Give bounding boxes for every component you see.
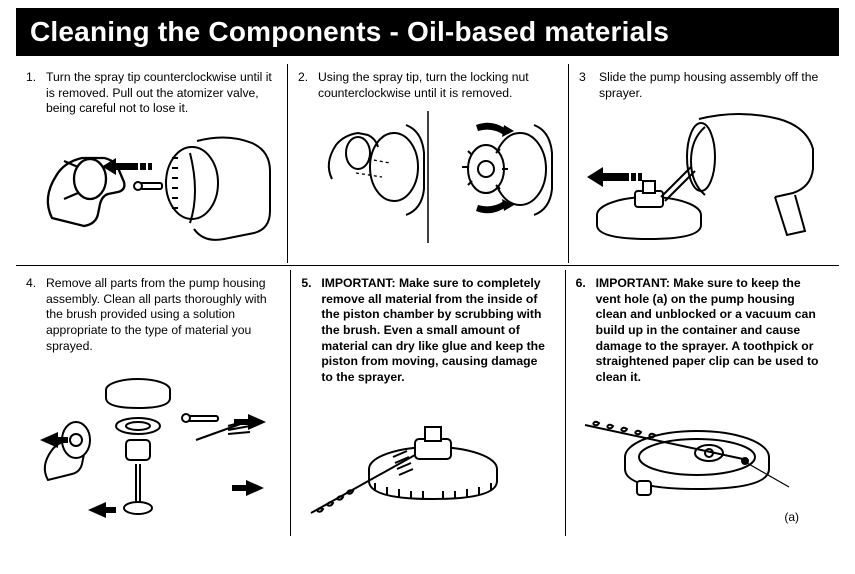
step-number: 4. <box>26 276 46 354</box>
step-body: Remove all parts from the pump housing a… <box>46 276 276 354</box>
step-1-cell: 1. Turn the spray tip counterclockwise u… <box>16 64 287 263</box>
step-3-illustration <box>579 107 829 257</box>
step-2-illustration <box>298 107 558 247</box>
step-4-illustration <box>26 360 280 530</box>
step-body: Slide the pump housing assembly off the … <box>599 70 829 101</box>
step-2-cell: 2. Using the spray tip, turn the locking… <box>287 64 568 263</box>
step-1-illustration <box>26 123 277 253</box>
step-number: 1. <box>26 70 46 117</box>
row-divider <box>16 265 839 266</box>
step-6-cell: 6. IMPORTANT: Make sure to keep the vent… <box>565 270 839 536</box>
step-body: Turn the spray tip counterclockwise unti… <box>46 70 276 117</box>
step-number: 5. <box>301 276 321 385</box>
step-4-cell: 4. Remove all parts from the pump housin… <box>16 270 290 536</box>
step-number: 3 <box>579 70 599 101</box>
step-3-cell: 3 Slide the pump housing assembly off th… <box>568 64 839 263</box>
callout-a-label: (a) <box>784 510 799 524</box>
step-6-text: 6. IMPORTANT: Make sure to keep the vent… <box>576 276 826 385</box>
step-3-text: 3 Slide the pump housing assembly off th… <box>579 70 829 101</box>
step-number: 2. <box>298 70 318 101</box>
step-5-text: 5. IMPORTANT: Make sure to completely re… <box>301 276 551 385</box>
step-5-illustration <box>301 391 554 521</box>
page-title: Cleaning the Components - Oil-based mate… <box>16 8 839 56</box>
step-body: Using the spray tip, turn the locking nu… <box>318 70 548 101</box>
step-body: IMPORTANT: Make sure to completely remov… <box>321 276 551 385</box>
step-5-cell: 5. IMPORTANT: Make sure to completely re… <box>290 270 564 536</box>
step-4-text: 4. Remove all parts from the pump housin… <box>26 276 276 354</box>
step-body: IMPORTANT: Make sure to keep the vent ho… <box>596 276 826 385</box>
step-2-text: 2. Using the spray tip, turn the locking… <box>298 70 548 101</box>
step-number: 6. <box>576 276 596 385</box>
step-6-illustration <box>576 391 829 511</box>
step-1-text: 1. Turn the spray tip counterclockwise u… <box>26 70 276 117</box>
